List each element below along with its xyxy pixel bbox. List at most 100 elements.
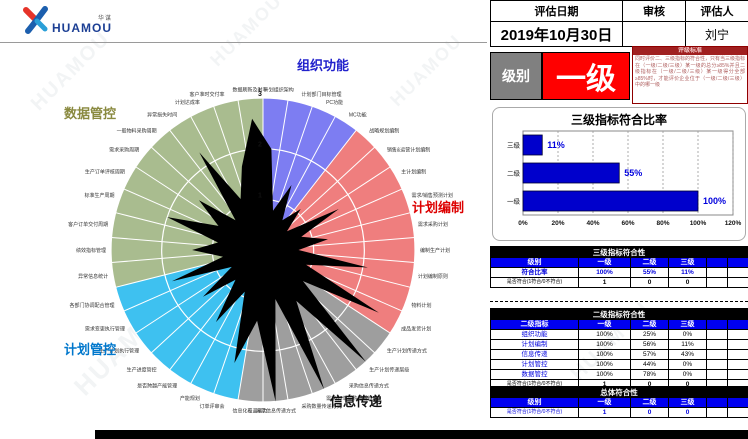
- table-row: 是否符合(1符合/0不符合) 1 0 0: [490, 277, 748, 288]
- header-cell: 一级: [578, 257, 631, 268]
- table-title: 三级指标符合性: [490, 246, 748, 257]
- header-cell: 二级: [630, 257, 669, 268]
- radar-axis-tick: 2: [258, 142, 262, 149]
- value-cell: 1: [578, 277, 631, 288]
- bar-value-label: 11%: [547, 140, 565, 150]
- logo-mark-icon: [23, 6, 48, 34]
- review-value: [622, 21, 686, 47]
- row-label-cell: 数据管控: [490, 369, 579, 380]
- data-table: 二级指标 一级 二级 三级 组织功能 100% 25% 0% 计划编制 100% 56% 11% 信息传…: [490, 319, 748, 390]
- value-cell: 100%: [578, 267, 631, 278]
- value-cell: 100%: [578, 339, 631, 350]
- radar-item-label: 数据刷新及时率: [232, 87, 267, 94]
- radar-item-label: 客户准时交付率: [189, 91, 224, 98]
- radar-item-label: 需求采购周期: [109, 147, 139, 154]
- radar-item-label: 计划部门目标管理: [302, 91, 342, 98]
- radar-data-series: [167, 118, 379, 402]
- value-cell: [727, 407, 748, 418]
- radar-item-label: 采购信息传递方式: [349, 382, 389, 389]
- level-label: 级别: [490, 52, 542, 100]
- value-cell: [706, 339, 728, 350]
- header-cell: [727, 397, 748, 408]
- radar-item-label: PC功能: [326, 99, 343, 106]
- value-cell: [706, 349, 728, 360]
- table-header-row: 级别 一级 二级 三级: [490, 257, 748, 268]
- value-cell: 57%: [630, 349, 669, 360]
- radar-sector: [263, 130, 415, 334]
- radar-item-label: 需求采购计划: [418, 221, 448, 228]
- radar-sector: [263, 98, 357, 250]
- bar-x-tick: 60%: [621, 220, 634, 227]
- row-label-cell: 是否符合(1符合/0不符合): [490, 277, 579, 288]
- bottom-black-bar: [95, 430, 748, 439]
- value-cell: 0%: [668, 359, 707, 370]
- radar-category-title: 计划编制: [412, 200, 464, 215]
- value-cell: 44%: [630, 359, 669, 370]
- table-row: 计划编制 100% 56% 11%: [490, 339, 748, 350]
- header-cell: 三级: [668, 257, 707, 268]
- radar-item-label: 物料计划: [412, 302, 432, 309]
- value-cell: 100%: [578, 359, 631, 370]
- huamou-logo: 华谋 HUAMOU: [22, 6, 112, 34]
- header-cell: 级别: [490, 257, 579, 268]
- value-cell: [706, 369, 728, 380]
- radar-item-label: 一般物料采购周期: [117, 128, 157, 135]
- radar-category-title: 信息传递: [330, 394, 382, 409]
- value-cell: [727, 359, 748, 370]
- radar-item-label: 需求变更执行管理: [85, 326, 125, 333]
- value-cell: 78%: [630, 369, 669, 380]
- value-cell: [706, 277, 728, 288]
- overall-compliance-table: 总体符合性 级别 一级 二级 三级 是否符合(1符合/0不符合) 1 0 0: [490, 386, 748, 418]
- radar-item-label: 生产计划传递层级: [369, 367, 409, 374]
- radar-item-label: 异常信息传递方式: [256, 408, 296, 415]
- rating-standards-box: 评级标准 同时评价二、三级指标的符合性，只有当三级指标在（一级/二级/三级）某一…: [632, 46, 748, 104]
- header-cell: 二级: [630, 397, 669, 408]
- value-cell: 55%: [630, 267, 669, 278]
- bar-chart-box: 三级指标符合比率 11% 三级 55% 二级 100% 一级 0% 20% 40% 60% 80% 1…: [492, 107, 746, 241]
- value-cell: [706, 359, 728, 370]
- radar-item-label: 生产计划执行管理: [99, 347, 139, 354]
- row-label-cell: 是否符合(1符合/0不符合): [490, 407, 579, 418]
- radar-axis-tick: 1: [258, 192, 262, 199]
- value-cell: [727, 267, 748, 278]
- value-cell: 100%: [578, 349, 631, 360]
- header-cell: [706, 397, 728, 408]
- radar-sector: [115, 250, 264, 400]
- radar-panel: 华谋 HUAMOU 1 2 3 1. 计划组织架构 计划部门目标管理 PC功能 MC功能 战略…: [0, 6, 487, 415]
- value-cell: 43%: [668, 349, 707, 360]
- radar-item-label: 成品发货计划: [401, 326, 431, 333]
- value-cell: 0: [630, 407, 669, 418]
- header-divider: [0, 42, 487, 43]
- header-cell: [727, 319, 748, 330]
- radar-item-label: 战略规划编制: [369, 128, 399, 135]
- rating-standards-text: 同时评价二、三级指标的符合性，只有当三级指标在（一级/二级/三级）某一级的总分≥…: [635, 56, 746, 89]
- logo-chinese-text: 华谋: [97, 16, 112, 22]
- value-cell: [727, 277, 748, 288]
- radar-item-label: 信息化覆盖能力: [232, 408, 267, 415]
- bar-value-label: 55%: [624, 168, 642, 178]
- evaluation-panel: 评估日期 审核 评估人 2019年10月30日 刘宁 级别 一级 评级标准 同时…: [490, 0, 748, 439]
- header-cell: 一级: [578, 397, 631, 408]
- table-row: 符合比率 100% 55% 11%: [490, 267, 748, 278]
- level-value-badge: 一级: [542, 52, 630, 100]
- radar-item-label: 采购数量传递方式: [302, 403, 342, 410]
- value-cell: 11%: [668, 339, 707, 350]
- radar-item-label: 标准生产周期: [84, 192, 114, 199]
- header-cell: 级别: [490, 397, 579, 408]
- table-header-row: 级别 一级 二级 三级: [490, 397, 748, 408]
- radar-item-label: 生产进度管控: [127, 367, 157, 374]
- value-cell: 0%: [668, 369, 707, 380]
- radar-item-label: 是否跨越产能管理: [137, 382, 177, 389]
- bar-category-label: 二级: [507, 169, 521, 178]
- header-cell: [706, 257, 728, 268]
- radar-item-label: 计划达成率: [175, 99, 200, 106]
- radar-item-label: 需求/销售预测计划: [412, 192, 453, 199]
- value-cell: 100%: [578, 329, 631, 340]
- value-cell: 0: [630, 277, 669, 288]
- radar-item-label: MC功能: [349, 112, 367, 119]
- eval-date-header: 评估日期: [490, 0, 623, 22]
- table-row: 信息传递 100% 57% 43%: [490, 349, 748, 360]
- header-cell: 二级指标: [490, 319, 579, 330]
- radar-item-label: 订单评审会: [199, 403, 224, 410]
